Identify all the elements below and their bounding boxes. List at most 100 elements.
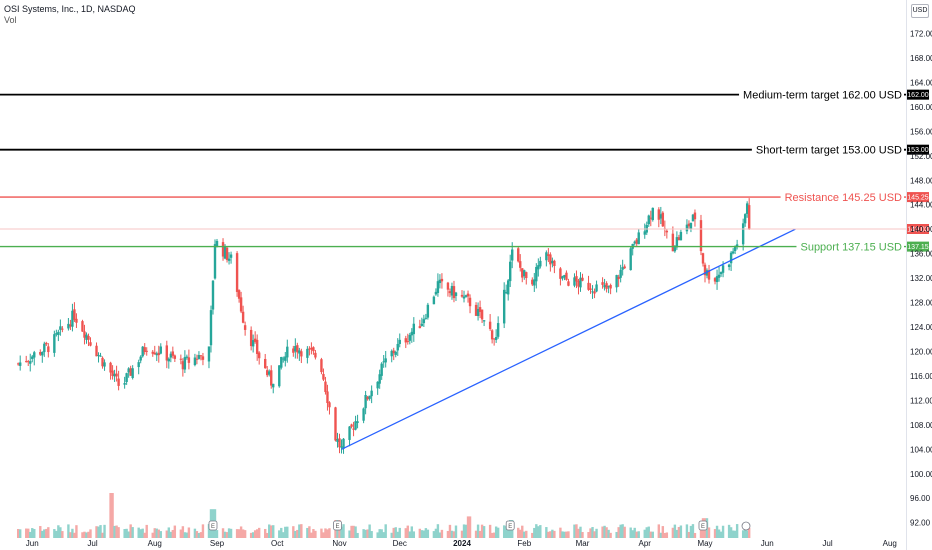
volume-bar xyxy=(215,530,219,538)
candle-body xyxy=(366,396,369,400)
volume-bar xyxy=(207,524,211,538)
volume-bar xyxy=(312,529,315,538)
candle-body xyxy=(340,446,343,448)
volume-bar xyxy=(253,530,257,538)
volume-bar xyxy=(59,527,62,538)
candle-body xyxy=(494,336,498,341)
candle-body xyxy=(143,347,146,353)
volume-bar xyxy=(587,532,590,538)
volume-bar xyxy=(438,532,442,538)
candle-body xyxy=(745,203,749,214)
candle-body xyxy=(460,294,464,297)
time-tick-label: Sep xyxy=(210,539,225,548)
candle-body xyxy=(509,261,512,282)
volume-bar xyxy=(460,530,464,538)
candle-body xyxy=(478,307,482,312)
candle-body xyxy=(257,352,261,359)
volume-bar xyxy=(227,528,231,538)
volume-bar xyxy=(422,530,426,538)
volume-bar xyxy=(390,532,393,538)
volume-bar xyxy=(633,527,636,538)
earnings-marker-icon xyxy=(208,520,218,531)
volume-bar xyxy=(310,532,313,538)
candle-body xyxy=(563,275,566,278)
candle-body xyxy=(673,247,677,252)
candle-body xyxy=(422,319,426,324)
volume-bar xyxy=(43,529,46,538)
volume-bar xyxy=(239,526,243,538)
volume-bar xyxy=(408,531,411,538)
candle-body xyxy=(589,288,592,290)
last-price-tag-text: 140.03 xyxy=(907,227,929,234)
volume-bar xyxy=(61,531,64,538)
volume-bar xyxy=(81,532,84,538)
volume-bar xyxy=(533,527,536,538)
candle-body xyxy=(314,352,317,358)
volume-bar xyxy=(31,528,34,538)
resistance-price-tag-text: 145.25 xyxy=(907,195,929,202)
candle-body xyxy=(394,351,397,355)
candle-body xyxy=(278,365,281,387)
volume-bar xyxy=(573,524,576,538)
volume-bar xyxy=(396,531,399,538)
candle-body xyxy=(125,373,128,382)
volume-bar xyxy=(601,526,604,538)
volume-bar xyxy=(659,532,663,538)
time-tick-label: May xyxy=(697,539,712,548)
volume-bar xyxy=(298,524,301,538)
volume-bar xyxy=(306,527,309,538)
volume-bar xyxy=(223,531,227,538)
volume-bar xyxy=(201,524,205,538)
volume-bar xyxy=(731,530,735,538)
candle-body xyxy=(282,358,285,360)
candle-body xyxy=(25,361,28,363)
candle-body xyxy=(310,347,313,350)
earnings-marker-icon xyxy=(333,520,342,531)
volume-bar xyxy=(635,531,638,538)
volume-bar xyxy=(609,532,612,538)
candle-body xyxy=(392,350,395,354)
candle-body xyxy=(352,428,355,430)
candle-body xyxy=(155,353,158,356)
candle-body xyxy=(533,279,536,286)
candle-body xyxy=(731,251,735,254)
candle-body xyxy=(199,355,203,357)
volume-bar xyxy=(474,530,478,538)
candle-body xyxy=(567,281,570,286)
volume-bar xyxy=(579,526,582,538)
volume-bar xyxy=(581,532,584,538)
candle-body xyxy=(99,355,102,357)
earnings-marker-icon xyxy=(698,520,708,531)
candle-body xyxy=(81,321,84,332)
currency-selector[interactable]: USD xyxy=(911,4,929,18)
candle-body xyxy=(450,285,454,296)
candle-body xyxy=(432,296,436,305)
candle-body xyxy=(306,348,309,358)
candle-body xyxy=(101,357,104,367)
candle-body xyxy=(69,324,72,327)
short-term-target-price-tag-text: 153.00 xyxy=(907,147,929,154)
earnings-marker-letter: E xyxy=(701,524,705,530)
candle-body xyxy=(165,345,169,361)
candle-body xyxy=(225,247,229,260)
candle-body xyxy=(179,358,183,360)
volume-bar xyxy=(197,532,201,538)
candle-body xyxy=(348,426,351,440)
time-tick-label: Feb xyxy=(517,539,531,548)
volume-bar xyxy=(517,527,520,538)
candle-body xyxy=(713,278,717,282)
volume-indicator-label[interactable]: Vol xyxy=(4,15,17,25)
volume-bar xyxy=(55,530,58,538)
volume-bar xyxy=(257,527,261,538)
volume-bar xyxy=(496,527,500,538)
volume-bar xyxy=(33,528,36,538)
candle-body xyxy=(603,285,606,288)
volume-bar xyxy=(745,530,749,538)
price-tick-label: 108.00 xyxy=(910,421,932,430)
volume-bar xyxy=(251,532,255,538)
candle-body xyxy=(16,363,20,365)
volume-bar xyxy=(539,525,542,538)
candle-body xyxy=(139,356,142,361)
volume-bar xyxy=(300,524,303,538)
